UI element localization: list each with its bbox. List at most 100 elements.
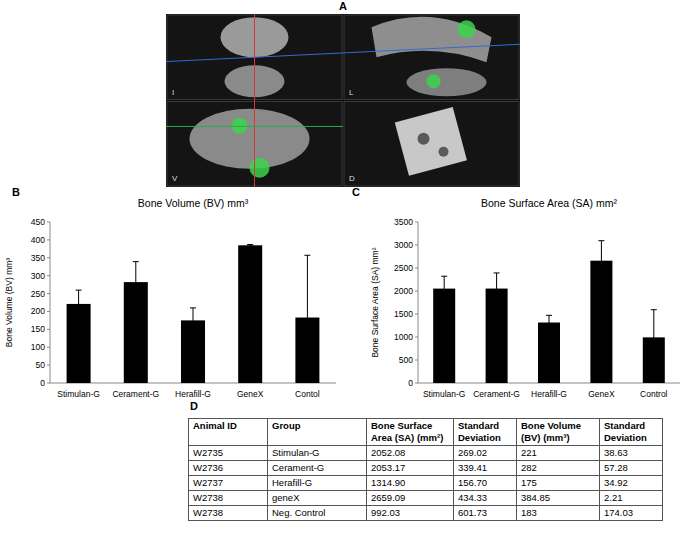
data-table: Animal IDGroupBone Surface Area (SA) (mm…: [188, 418, 663, 521]
ct-view: L: [344, 15, 519, 100]
marks: [67, 245, 320, 383]
x-tick-label: Cerament-G: [112, 389, 159, 399]
error-stem: [135, 262, 136, 303]
table-cell: Neg. Control: [268, 506, 367, 521]
y-tick-label: 400: [31, 235, 45, 245]
view-label: D: [349, 174, 355, 183]
x-tick-label: Herafill-G: [531, 389, 567, 399]
implant: [427, 74, 441, 88]
y-tick-label: 0: [408, 378, 413, 388]
table-cell: 57.28: [600, 461, 663, 476]
table-cell: 339.41: [454, 461, 517, 476]
panel-label: A: [339, 0, 347, 12]
y-tick: [415, 291, 418, 292]
axis-title: Bone Surface Area (SA) mm²: [370, 247, 380, 357]
error-bar: [133, 262, 139, 303]
table-cell: W2738: [189, 491, 268, 506]
y-tick-label: 350: [31, 253, 45, 263]
bar-chart: Bone Volume (BV) mm³Bone Volume (BV) mm³…: [4, 186, 336, 399]
y-tick: [47, 239, 50, 240]
table-cell: 174.03: [600, 506, 663, 521]
y-axis: [418, 222, 419, 383]
bar: [238, 245, 262, 383]
table-row: W2737Herafill-G1314.90156.7017534.92: [189, 476, 663, 491]
y-tick: [415, 268, 418, 269]
panel-label: C: [352, 186, 360, 198]
error-bar: [598, 241, 604, 281]
error-stem: [444, 276, 445, 301]
error-cap: [190, 307, 196, 308]
error-cap: [494, 304, 500, 305]
error-bar: [441, 276, 447, 301]
table-cell: Herafill-G: [268, 476, 367, 491]
error-cap: [546, 315, 552, 316]
table-cell: 2052.08: [367, 446, 454, 461]
error-cap: [76, 290, 82, 291]
x-tick-label: Control: [640, 389, 668, 399]
y-tick-label: 1000: [394, 332, 413, 342]
y-tick-label: 100: [31, 342, 45, 352]
table-cell: W2738: [189, 506, 268, 521]
crosshair: [166, 44, 520, 61]
view-label: I: [172, 88, 174, 97]
x-tick-label: Stimulan-G: [423, 389, 466, 399]
y-tick: [415, 337, 418, 338]
chart-title: Bone Surface Area (SA) mm²: [481, 197, 617, 209]
error-cap: [304, 379, 310, 380]
header-cell: Group: [268, 419, 367, 446]
x-tick-label: GeneX: [588, 389, 615, 399]
marks: [433, 241, 665, 383]
error-cap: [247, 244, 253, 245]
view-frame: [344, 102, 519, 187]
table-row: W2736Cerament-G2053.17339.4128257.28: [189, 461, 663, 476]
implant: [250, 158, 270, 178]
y-tick-label: 200: [31, 306, 45, 316]
hole: [439, 147, 449, 157]
table-cell: 269.02: [454, 446, 517, 461]
y-tick-label: 3500: [394, 217, 413, 227]
y-tick-label: 250: [31, 289, 45, 299]
error-cap: [247, 246, 253, 247]
table-cell: Stimulan-G: [268, 446, 367, 461]
table-row: W2738geneX2659.09434.33384.852.21: [189, 491, 663, 506]
table-cell: 992.03: [367, 506, 454, 521]
error-stem: [653, 310, 654, 365]
error-stem: [193, 308, 194, 333]
error-cap: [190, 332, 196, 333]
panel-label: D: [190, 400, 198, 412]
y-tick: [47, 383, 50, 384]
view-frame: [344, 15, 519, 100]
table-cell: 434.33: [454, 491, 517, 506]
table-cell: 601.73: [454, 506, 517, 521]
table-cell: 1314.90: [367, 476, 454, 491]
x-tick-label: Contol: [295, 389, 320, 399]
table-cell: W2737: [189, 476, 268, 491]
ct-screen: [166, 14, 520, 187]
y-tick-label: 50: [36, 360, 46, 370]
header-cell: Standard Deviation: [454, 419, 517, 446]
x-tick-label: Cerament-G: [473, 389, 520, 399]
table-cell: 38.63: [600, 446, 663, 461]
error-cap: [304, 255, 310, 256]
table-cell: W2736: [189, 461, 268, 476]
header-cell: Bone Volume (BV) (mm³): [517, 419, 600, 446]
error-cap: [133, 302, 139, 303]
error-bar: [76, 290, 82, 318]
table-cell: 2053.17: [367, 461, 454, 476]
y-axis: [50, 222, 51, 383]
axis-title: Bone Volume (BV) mm³: [4, 258, 14, 347]
error-bar: [304, 255, 310, 380]
y-tick-label: 150: [31, 324, 45, 334]
table-row: W2735Stimulan-G2052.08269.0222138.63: [189, 446, 663, 461]
ct-view: D: [344, 102, 519, 187]
bar: [538, 323, 560, 383]
table-cell: 156.70: [454, 476, 517, 491]
bone: [407, 68, 487, 96]
error-stem: [549, 315, 550, 329]
table-cell: 2659.09: [367, 491, 454, 506]
y-tick: [47, 311, 50, 312]
header-cell: Standard Deviation: [600, 419, 663, 446]
error-cap: [546, 329, 552, 330]
error-stem: [496, 273, 497, 304]
y-tick: [415, 222, 418, 223]
